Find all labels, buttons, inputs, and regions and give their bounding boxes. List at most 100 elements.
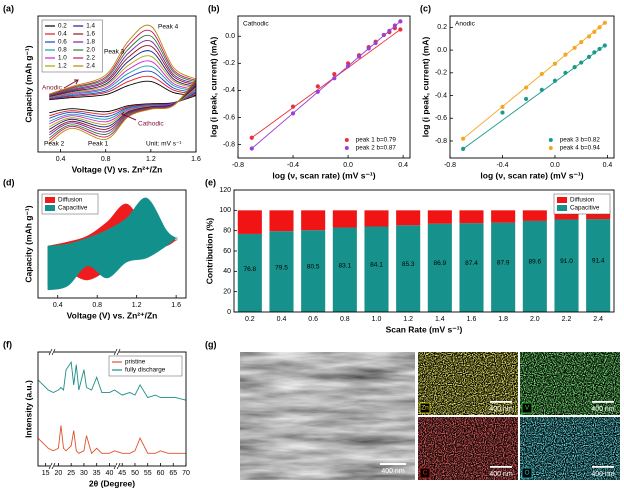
x-tick-label: 0.4 xyxy=(277,316,287,323)
panel: 15 20 25 30 35 40 45 50 55 60 65 70 2θ (Degree) Inten… xyxy=(3,339,190,488)
x-tick-label: 1.2 xyxy=(146,156,156,163)
annotation: Peak 4 xyxy=(158,24,179,31)
y-axis-label: Capacity (mAh g⁻¹) xyxy=(23,205,33,282)
data-point xyxy=(592,29,597,35)
x-tick-label: 60 xyxy=(157,470,165,477)
legend-label: 1.8 xyxy=(86,39,95,46)
annotation: Peak 3 xyxy=(104,49,125,56)
axis-break-gap xyxy=(115,350,120,354)
cv-curve xyxy=(49,95,197,114)
data-point xyxy=(373,40,378,46)
x-tick-label: 35 xyxy=(93,470,101,477)
legend-label: 0.2 xyxy=(58,23,67,30)
x-tick-label: 0.4 xyxy=(56,156,66,163)
data-point xyxy=(356,54,362,59)
legend-label: Diffusion xyxy=(58,197,83,204)
bar-segment xyxy=(364,226,389,312)
contribution-area xyxy=(47,197,178,291)
axis-break xyxy=(113,462,118,470)
x-tick-label: 1.6 xyxy=(171,302,181,309)
axis-break xyxy=(116,348,121,356)
x-tick-label: 2.4 xyxy=(593,316,603,323)
bar-segment xyxy=(396,225,421,312)
x-tick-label: 0.8 xyxy=(92,302,102,309)
data-point xyxy=(381,32,386,38)
cv-curve xyxy=(49,89,197,125)
value-label: 86.9 xyxy=(434,260,447,267)
scale-bar xyxy=(490,401,512,403)
legend-label: 0.4 xyxy=(58,31,67,38)
bar-segment xyxy=(522,210,547,221)
x-tick-label: -0.4 xyxy=(496,162,508,169)
cv-curve xyxy=(49,65,197,99)
legend-swatch xyxy=(344,146,349,150)
bar-segment xyxy=(522,220,547,312)
panel-label: (g) xyxy=(205,339,217,349)
plot-frame xyxy=(37,15,197,153)
y-tick-label: 100 xyxy=(219,207,231,214)
legend-box xyxy=(41,193,99,215)
bar-segment xyxy=(269,210,294,232)
legend-label: pristine xyxy=(125,359,146,366)
data-point xyxy=(579,40,584,45)
bar-segment xyxy=(301,210,326,231)
y-tick-label: -0.2 xyxy=(435,70,447,77)
x-tick-label: 1.2 xyxy=(403,316,413,323)
x-tick-label: 1.4 xyxy=(435,316,445,323)
legend-swatch xyxy=(45,205,55,211)
x-tick-label: 0.8 xyxy=(340,316,350,323)
bar-segment xyxy=(301,230,326,312)
data-point xyxy=(592,50,597,55)
element-label: O xyxy=(524,470,529,477)
legend-label: 2.2 xyxy=(86,55,95,62)
y-tick-label: -0.8 xyxy=(435,138,447,145)
value-label: 85.3 xyxy=(402,261,415,268)
data-point xyxy=(572,45,577,50)
y-axis-label: log (i peak, current) (mA) xyxy=(420,37,430,138)
legend-label: 1.6 xyxy=(86,31,95,38)
y-tick-label: -0.8 xyxy=(223,141,235,148)
cv-curve xyxy=(49,50,197,98)
x-tick-label: -0.8 xyxy=(444,162,456,169)
element-tag xyxy=(419,402,431,414)
annotation: Peak 2 xyxy=(44,141,65,148)
plot-frame xyxy=(449,15,615,159)
data-point xyxy=(332,76,337,81)
x-tick-label: 1.6 xyxy=(191,156,201,163)
y-tick-label: 40 xyxy=(223,268,231,275)
legend-swatch xyxy=(548,146,553,150)
annotation: Anodic xyxy=(42,85,63,92)
data-point xyxy=(572,65,577,70)
xrd-pattern xyxy=(37,360,187,401)
y-tick-label: 60 xyxy=(223,248,231,255)
value-label: 83.1 xyxy=(339,262,352,269)
cv-curve xyxy=(49,75,197,100)
data-point xyxy=(597,46,602,52)
y-tick-label: -0.6 xyxy=(435,115,447,122)
data-point xyxy=(332,72,337,77)
data-point xyxy=(602,20,607,25)
scale-bar xyxy=(380,463,406,465)
data-point xyxy=(398,19,403,24)
bar-segment xyxy=(554,210,579,220)
legend-label: Capacitive xyxy=(58,205,88,212)
x-tick-label: 20 xyxy=(55,470,63,477)
x-tick-label: 45 xyxy=(118,470,126,477)
x-tick-label: 0.6 xyxy=(308,316,318,323)
eds-map xyxy=(418,417,518,480)
y-tick-label: 0.0 xyxy=(437,47,447,54)
x-tick-label: 40 xyxy=(106,470,114,477)
data-point xyxy=(315,89,320,94)
legend-swatch xyxy=(45,197,55,203)
cv-curve xyxy=(49,34,197,96)
y-tick-label: 0.0 xyxy=(225,33,235,40)
panel: 76.8 79.5 80.5 83.1 84.1 85.3 86.9 87.4 87.9 89.6… xyxy=(204,177,615,334)
x-axis-label: Voltage (V) vs. Zn²⁺/Zn xyxy=(67,310,158,320)
legend-label: peak 2 b=0.87 xyxy=(356,145,397,152)
x-tick-label: 15 xyxy=(42,470,50,477)
legend-label: Diffusion xyxy=(570,197,595,204)
data-point xyxy=(597,25,602,30)
plot-title: Anodic xyxy=(455,21,476,28)
x-tick-label: -0.8 xyxy=(232,162,244,169)
y-tick-label: -0.6 xyxy=(223,114,235,121)
